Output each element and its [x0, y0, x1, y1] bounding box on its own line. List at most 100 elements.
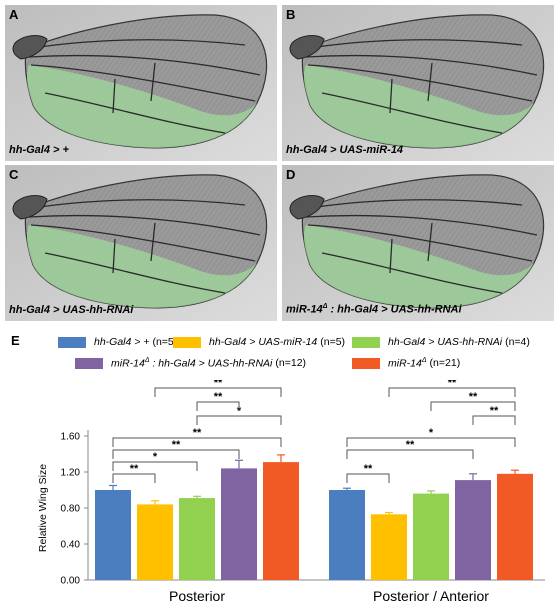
significance-bracket [346, 473, 390, 483]
wing-image-b [282, 5, 554, 161]
panel-d-caption-sup: Δ [322, 303, 328, 311]
wing-panel-a: A hh-Gal4 > + [5, 5, 277, 161]
legend-n-mir14-delta: (n=21) [429, 357, 461, 370]
wing-vein [389, 78, 393, 114]
wing-hinge [289, 195, 325, 220]
significance-label: ** [214, 380, 223, 389]
wing-image-d [282, 165, 554, 321]
wing-vein [44, 252, 226, 294]
legend-suffix-mir14-delta-hh-rnai: : hh-Gal4 > UAS-hh-RNAi [149, 357, 273, 370]
wing-vein [307, 224, 533, 262]
legend-prefix-mir14-delta-hh-rnai: miR-14 [111, 357, 145, 370]
significance-bracket [154, 387, 282, 397]
wing-hinge [12, 195, 48, 220]
wing-panel-b: B hh-Gal4 > UAS-miR-14 [282, 5, 554, 161]
wing-hinge [289, 35, 325, 60]
wing-vein [150, 62, 156, 102]
significance-label: ** [214, 391, 223, 403]
legend-item-hh-rnai: hh-Gal4 > UAS-hh-RNAi (n=4) [352, 336, 530, 348]
legend-swatch-mir14 [173, 336, 201, 348]
wing-panel-d: D miR-14Δ : hh-Gal4 > UAS-hh-RNAi [282, 165, 554, 321]
panel-d-caption-suffix: : hh-Gal4 > UAS-hh-RNAi [327, 304, 462, 316]
legend-n-mir14: (n=5) [320, 336, 346, 348]
significance-label: ** [490, 405, 499, 417]
legend-item-control: hh-Gal4 > + (n=5) [58, 336, 177, 348]
bar [263, 462, 299, 580]
legend-n-hh-rnai: (n=4) [505, 336, 530, 348]
significance-bracket [430, 401, 516, 411]
panel-c-caption: hh-Gal4 > UAS-hh-RNAi [9, 304, 134, 316]
significance-bracket [346, 449, 474, 459]
legend-label-mir14-delta: miR-14Δ [388, 357, 427, 370]
bar [497, 473, 533, 580]
y-tick-label: 1.20 [61, 468, 81, 479]
wing-vein [321, 252, 503, 294]
wing-vein [26, 199, 246, 210]
significance-label: ** [364, 463, 373, 475]
panel-d-label: D [286, 167, 296, 182]
legend-sup-mir14-delta: Δ [421, 357, 427, 364]
legend-item-mir14-delta-hh-rnai: miR-14Δ : hh-Gal4 > UAS-hh-RNAi (n=12) [75, 357, 306, 370]
significance-label: ** [130, 463, 139, 475]
panel-d-caption: miR-14Δ : hh-Gal4 > UAS-hh-RNAi [286, 303, 462, 316]
wing-vein [427, 222, 433, 262]
wing-vein [305, 214, 538, 236]
legend-label-mir14-delta-hh-rnai: miR-14Δ : hh-Gal4 > UAS-hh-RNAi [111, 357, 272, 370]
bar [371, 514, 407, 580]
bar-chart: 0.00 0.40 0.80 1.20 1.60 Relative Wing Size Po… [37, 380, 545, 604]
wing-vein [26, 39, 246, 50]
wing-vein [28, 54, 261, 76]
legend-item-mir14-delta: miR-14Δ (n=21) [352, 357, 460, 370]
wing-vein [389, 238, 393, 274]
x-category-label: Posterior [169, 588, 225, 604]
significance-label: * [153, 451, 158, 463]
panel-d-caption-prefix: miR-14 [286, 304, 323, 316]
wing-vein [112, 78, 116, 114]
panel-a-label: A [9, 7, 19, 22]
bar [179, 498, 215, 580]
legend-n-control: (n=5) [152, 336, 178, 348]
legend-swatch-hh-rnai [352, 336, 380, 348]
wing-vein [30, 224, 256, 262]
wing-vein [28, 214, 261, 236]
y-tick-label: 1.60 [61, 432, 81, 443]
significance-label: ** [448, 380, 457, 389]
wing-vein [112, 238, 116, 274]
legend-swatch-mir14-delta [352, 357, 380, 369]
posterior-compartment [303, 65, 534, 148]
wing-vein [44, 92, 226, 134]
legend-label-mir14: hh-Gal4 > UAS-miR-14 [209, 336, 318, 348]
bar [137, 504, 173, 580]
significance-bracket [472, 415, 516, 425]
wing-hinge [12, 35, 48, 60]
posterior-compartment [26, 225, 258, 308]
significance-bracket [112, 437, 282, 447]
significance-bracket [196, 415, 282, 425]
panel-c-label: C [9, 167, 19, 182]
significance-bracket [388, 387, 516, 397]
significance-label: * [429, 427, 434, 439]
wing-vein [305, 54, 538, 76]
wing-vein [303, 39, 523, 50]
y-tick-label: 0.80 [61, 504, 81, 515]
wing-vein [30, 64, 256, 102]
wing-image-c [5, 165, 277, 321]
legend-label-hh-rnai: hh-Gal4 > UAS-hh-RNAi [388, 336, 503, 348]
legend-item-mir14: hh-Gal4 > UAS-miR-14 (n=5) [173, 336, 345, 348]
legend-swatch-mir14-delta-hh-rnai [75, 357, 103, 369]
y-tick-label: 0.40 [61, 540, 81, 551]
significance-label: ** [406, 439, 415, 451]
wing-vein [150, 222, 156, 262]
significance-label: ** [193, 427, 202, 439]
significance-bracket [112, 473, 156, 483]
legend-swatch-control [58, 336, 86, 348]
legend-n-mir14-delta-hh-rnai: (n=12) [275, 357, 307, 370]
posterior-compartment [303, 225, 534, 308]
panel-e-label: E [11, 333, 20, 348]
significance-bracket [196, 401, 240, 411]
x-category-label: Posterior / Anterior [373, 588, 489, 604]
significance-label: ** [172, 439, 181, 451]
panel-b-label: B [286, 7, 296, 22]
bar [221, 468, 257, 580]
legend-sup-mir14-delta-hh-rnai: Δ [144, 357, 150, 364]
